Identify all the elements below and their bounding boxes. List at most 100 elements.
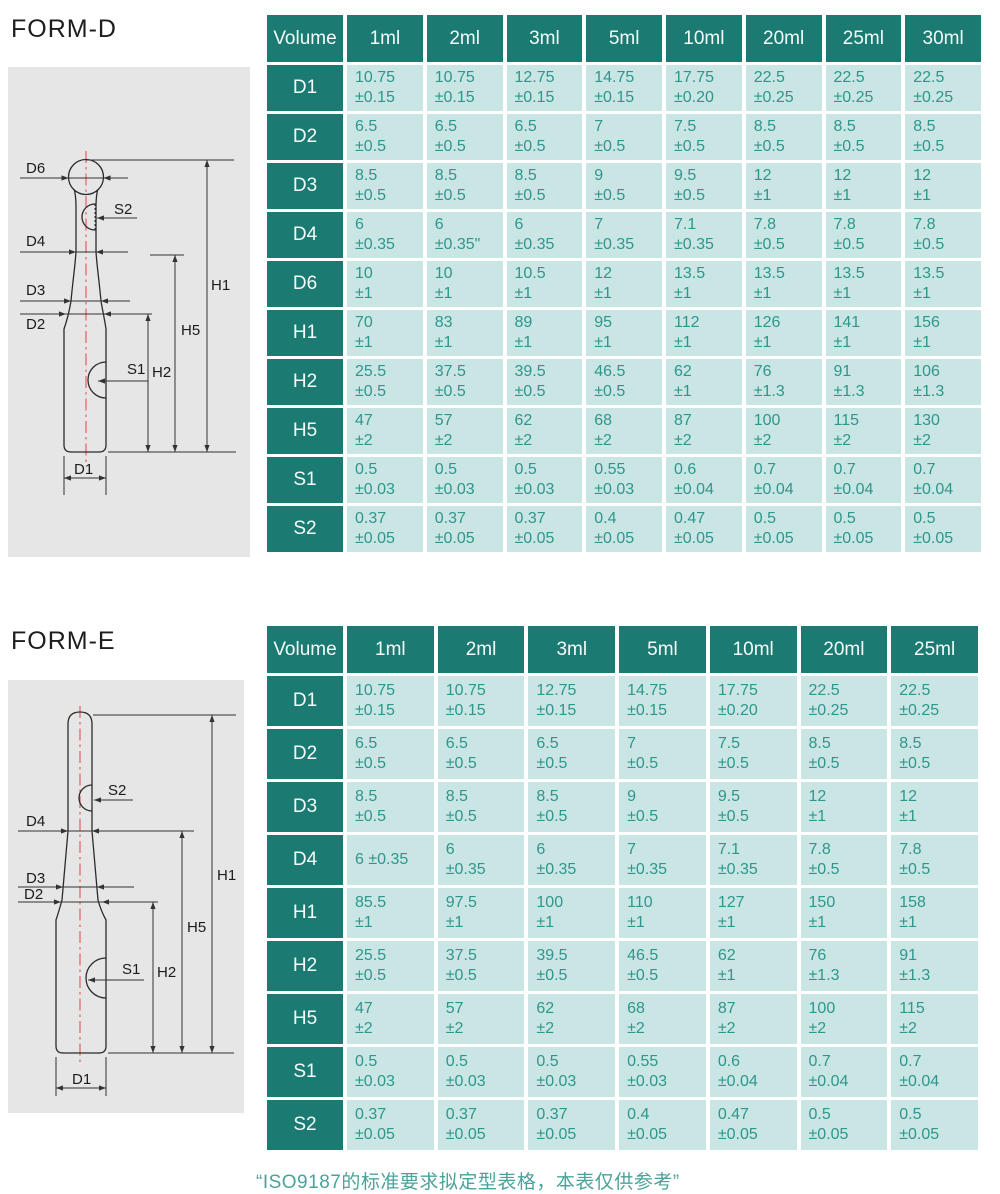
value-cell: 13.5 ±1 <box>825 261 902 307</box>
value-cell: 12 ±1 <box>825 163 902 209</box>
value-cell: 57 ±2 <box>426 408 503 454</box>
column-header: 2ml <box>437 626 525 673</box>
dim-label-d4: D4 <box>26 813 45 830</box>
value-cell: 0.37 ±0.05 <box>347 1100 434 1150</box>
value-cell: 91 ±1.3 <box>891 941 978 991</box>
table-row: D6 10 ±1 10 ±1 10.5 ±1 12 ±1 13.5 ±1 13.5 ±1 13.5 ±1 13… <box>267 261 981 307</box>
table-row: H5 47 ±2 57 ±2 62 ±2 68 ±2 87 ±2 100 ±2 115 ±2 <box>267 994 978 1044</box>
table-row: H5 47 ±2 57 ±2 62 ±2 68 ±2 87 ±2 100 ±2 115 ±2 130 ±2 <box>267 408 981 454</box>
form-d-ampoule-diagram: D6 S2 D4 D3 D2 S1 H1 H5 H2 D1 <box>8 67 250 557</box>
value-cell: 70 ±1 <box>347 310 423 356</box>
value-cell: 8.5 ±0.5 <box>800 729 888 779</box>
value-cell: 6.5 ±0.5 <box>347 729 434 779</box>
column-header: 10ml <box>709 626 797 673</box>
row-label: S2 <box>267 506 343 552</box>
value-cell: 6.5 ±0.5 <box>347 114 423 160</box>
value-cell: 156 ±1 <box>905 310 981 356</box>
value-cell: 126 ±1 <box>745 310 822 356</box>
value-cell: 158 ±1 <box>891 888 978 938</box>
value-cell: 0.55 ±0.03 <box>586 457 662 503</box>
value-cell: 7.8 ±0.5 <box>800 835 888 885</box>
value-cell: 7.5 ±0.5 <box>666 114 742 160</box>
dim-label-d2: D2 <box>26 316 45 333</box>
dim-label-h5: H5 <box>187 919 206 936</box>
dimension-lines <box>18 714 236 1096</box>
dim-label-h1: H1 <box>211 277 230 294</box>
value-cell: 14.75 ±0.15 <box>619 676 706 726</box>
row-label: D2 <box>267 114 343 160</box>
dim-label-d1: D1 <box>72 1071 91 1088</box>
row-label: D6 <box>267 261 343 307</box>
value-cell: 115 ±2 <box>825 408 902 454</box>
value-cell: 22.5 ±0.25 <box>891 676 978 726</box>
table-row: H1 85.5 ±1 97.5 ±1 100 ±1 110 ±1 127 ±1 150 ±1 158 ±1 <box>267 888 978 938</box>
table-row: D2 6.5 ±0.5 6.5 ±0.5 6.5 ±0.5 7 ±0.5 7.5 ±0.5 8.5 ±0… <box>267 729 978 779</box>
value-cell: 7 ±0.5 <box>619 729 706 779</box>
value-cell: 76 ±1.3 <box>745 359 822 405</box>
column-header: Volume <box>267 626 343 673</box>
value-cell: 10 ±1 <box>347 261 423 307</box>
column-header: 5ml <box>619 626 706 673</box>
value-cell: 0.37 ±0.05 <box>347 506 423 552</box>
dim-label-d1: D1 <box>74 461 93 478</box>
row-label: H5 <box>267 994 343 1044</box>
value-cell: 22.5 ±0.25 <box>800 676 888 726</box>
table-row: D1 10.75 ±0.15 10.75 ±0.15 12.75 ±0.15 14.75 ±0.… <box>267 65 981 111</box>
value-cell: 68 ±2 <box>619 994 706 1044</box>
value-cell: 39.5 ±0.5 <box>506 359 583 405</box>
dim-label-s2: S2 <box>108 782 126 799</box>
value-cell: 6 ±0.35" <box>426 212 503 258</box>
table-row: S2 0.37 ±0.05 0.37 ±0.05 0.37 ±0.05 0.4 ±0.05 0.4… <box>267 506 981 552</box>
value-cell: 0.5 ±0.03 <box>528 1047 616 1097</box>
table-row: H2 25.5 ±0.5 37.5 ±0.5 39.5 ±0.5 46.5 ±0.5 62 ±1 76… <box>267 359 981 405</box>
value-cell: 47 ±2 <box>347 408 423 454</box>
value-cell: 6 ±0.35 <box>347 212 423 258</box>
column-header: 20ml <box>745 15 822 62</box>
value-cell: 17.75 ±0.20 <box>709 676 797 726</box>
row-label: D2 <box>267 729 343 779</box>
table-row: D4 6 ±0.35 6 ±0.35 6 ±0.35 7 ±0.35 7.1 ±0.35 7.8 ±0… <box>267 835 978 885</box>
value-cell: 0.6 ±0.04 <box>709 1047 797 1097</box>
form-d-spec-table: Volume 1ml 2ml 3ml 5ml 10ml 20ml 25ml 30ml D1 10.7… <box>263 12 985 555</box>
value-cell: 91 ±1.3 <box>825 359 902 405</box>
dim-label-h2: H2 <box>157 964 176 981</box>
value-cell: 0.5 ±0.03 <box>506 457 583 503</box>
value-cell: 6.5 ±0.5 <box>506 114 583 160</box>
value-cell: 0.5 ±0.05 <box>825 506 902 552</box>
row-label: D3 <box>267 782 343 832</box>
value-cell: 8.5 ±0.5 <box>506 163 583 209</box>
table-row: S1 0.5 ±0.03 0.5 ±0.03 0.5 ±0.03 0.55 ±0.03 0.6 ±0… <box>267 457 981 503</box>
value-cell: 8.5 ±0.5 <box>437 782 525 832</box>
value-cell: 0.7 ±0.04 <box>905 457 981 503</box>
table-row: S2 0.37 ±0.05 0.37 ±0.05 0.37 ±0.05 0.4 ±0.05 0.4… <box>267 1100 978 1150</box>
value-cell: 6 ±0.35 <box>506 212 583 258</box>
form-e-spec-table: Volume 1ml 2ml 3ml 5ml 10ml 20ml 25ml D1 10.75 ±0.… <box>263 623 982 1153</box>
value-cell: 57 ±2 <box>437 994 525 1044</box>
value-cell: 6 ±0.35 <box>528 835 616 885</box>
value-cell: 12 ±1 <box>905 163 981 209</box>
table-row: S1 0.5 ±0.03 0.5 ±0.03 0.5 ±0.03 0.55 ±0.03 0.6 ±0… <box>267 1047 978 1097</box>
table-row: H1 70 ±1 83 ±1 89 ±1 95 ±1 112 ±1 126 ±1 141 ±1 156 ±1 <box>267 310 981 356</box>
value-cell: 10 ±1 <box>426 261 503 307</box>
row-label: H5 <box>267 408 343 454</box>
value-cell: 12.75 ±0.15 <box>528 676 616 726</box>
value-cell: 6.5 ±0.5 <box>528 729 616 779</box>
value-cell: 0.5 ±0.05 <box>905 506 981 552</box>
value-cell: 0.5 ±0.03 <box>437 1047 525 1097</box>
dimension-arrows <box>59 160 210 481</box>
value-cell: 46.5 ±0.5 <box>619 941 706 991</box>
column-header: 25ml <box>891 626 978 673</box>
value-cell: 22.5 ±0.25 <box>905 65 981 111</box>
column-header: 1ml <box>347 15 423 62</box>
value-cell: 0.55 ±0.03 <box>619 1047 706 1097</box>
value-cell: 37.5 ±0.5 <box>426 359 503 405</box>
value-cell: 100 ±1 <box>528 888 616 938</box>
header-row: Volume 1ml 2ml 3ml 5ml 10ml 20ml 25ml 30ml <box>267 15 981 62</box>
value-cell: 7 ±0.35 <box>586 212 662 258</box>
value-cell: 46.5 ±0.5 <box>586 359 662 405</box>
dim-label-s1: S1 <box>122 961 140 978</box>
value-cell: 7 ±0.35 <box>619 835 706 885</box>
value-cell: 0.4 ±0.05 <box>619 1100 706 1150</box>
value-cell: 0.37 ±0.05 <box>437 1100 525 1150</box>
value-cell: 115 ±2 <box>891 994 978 1044</box>
